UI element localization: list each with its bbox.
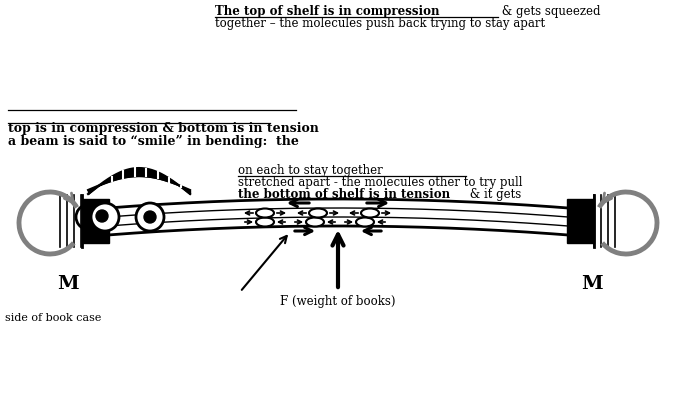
Ellipse shape — [306, 218, 324, 226]
Circle shape — [96, 210, 108, 222]
Text: & it gets: & it gets — [466, 188, 521, 201]
Text: M: M — [57, 275, 79, 293]
Ellipse shape — [256, 209, 274, 218]
Text: the bottom of shelf is in tension: the bottom of shelf is in tension — [238, 188, 450, 201]
Text: stretched apart - the molecules other to try pull: stretched apart - the molecules other to… — [238, 176, 523, 189]
Circle shape — [136, 203, 164, 231]
Ellipse shape — [361, 209, 379, 218]
Bar — [82, 199, 109, 243]
Text: The top of shelf is in compression: The top of shelf is in compression — [215, 5, 439, 18]
Text: M: M — [581, 275, 603, 293]
Text: together – the molecules push back trying to stay apart: together – the molecules push back tryin… — [215, 17, 545, 30]
Text: & gets squeezed: & gets squeezed — [498, 5, 600, 18]
Text: on each to stay together: on each to stay together — [238, 164, 383, 177]
Circle shape — [144, 211, 156, 223]
Text: F (weight of books): F (weight of books) — [281, 295, 395, 308]
Text: a beam is said to “smile” in bending:  the: a beam is said to “smile” in bending: th… — [8, 135, 299, 148]
Bar — [567, 199, 594, 243]
Text: top is in compression & bottom is in tension: top is in compression & bottom is in ten… — [8, 122, 319, 135]
Text: side of book case: side of book case — [5, 313, 101, 323]
Circle shape — [91, 203, 119, 231]
Ellipse shape — [256, 218, 274, 226]
Ellipse shape — [356, 218, 374, 226]
Ellipse shape — [309, 209, 327, 218]
